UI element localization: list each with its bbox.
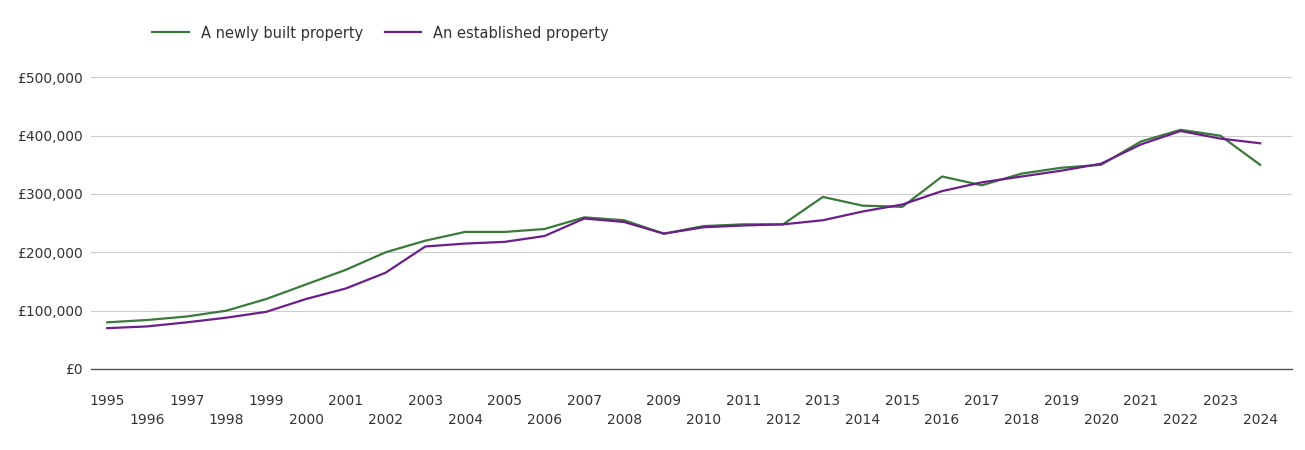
- A newly built property: [974, 183, 989, 188]
- Text: 2014: 2014: [846, 414, 880, 428]
- Text: 2011: 2011: [726, 394, 761, 408]
- Text: 2002: 2002: [368, 414, 403, 428]
- A newly built property: [775, 222, 791, 227]
- Text: 1998: 1998: [209, 414, 244, 428]
- A newly built property: [855, 203, 870, 208]
- A newly built property: [418, 238, 433, 243]
- An established property: [179, 320, 194, 325]
- A newly built property: [219, 308, 235, 313]
- Text: 2015: 2015: [885, 394, 920, 408]
- An established property: [775, 222, 791, 227]
- A newly built property: [1212, 133, 1228, 138]
- A newly built property: [1053, 165, 1069, 171]
- A newly built property: [656, 231, 672, 236]
- An established property: [418, 244, 433, 249]
- An established property: [656, 231, 672, 236]
- An established property: [338, 286, 354, 291]
- Text: 2001: 2001: [329, 394, 363, 408]
- Text: 2020: 2020: [1083, 414, 1118, 428]
- An established property: [99, 325, 115, 331]
- An established property: [299, 296, 315, 302]
- An established property: [258, 309, 274, 315]
- Text: 2021: 2021: [1124, 394, 1159, 408]
- A newly built property: [696, 223, 711, 229]
- A newly built property: [1173, 127, 1189, 133]
- An established property: [497, 239, 513, 244]
- A newly built property: [894, 204, 910, 210]
- An established property: [974, 180, 989, 185]
- An established property: [536, 233, 552, 238]
- An established property: [696, 225, 711, 230]
- An established property: [1053, 168, 1069, 173]
- Text: 2007: 2007: [566, 394, 602, 408]
- A newly built property: [1133, 139, 1148, 144]
- Text: 2019: 2019: [1044, 394, 1079, 408]
- A newly built property: [377, 250, 393, 255]
- An established property: [736, 223, 752, 228]
- Line: A newly built property: A newly built property: [107, 130, 1261, 322]
- Text: 2022: 2022: [1163, 414, 1198, 428]
- Text: 2010: 2010: [686, 414, 722, 428]
- Legend: A newly built property, An established property: A newly built property, An established p…: [146, 20, 615, 47]
- An established property: [219, 315, 235, 320]
- Text: 2004: 2004: [448, 414, 483, 428]
- An established property: [1173, 128, 1189, 134]
- Text: 2012: 2012: [766, 414, 801, 428]
- A newly built property: [816, 194, 831, 200]
- An established property: [855, 209, 870, 214]
- A newly built property: [179, 314, 194, 319]
- Text: 2018: 2018: [1004, 414, 1039, 428]
- A newly built property: [258, 296, 274, 302]
- A newly built property: [299, 282, 315, 287]
- Text: 1999: 1999: [248, 394, 284, 408]
- Line: An established property: An established property: [107, 131, 1261, 328]
- Text: 1997: 1997: [170, 394, 205, 408]
- Text: 2003: 2003: [407, 394, 442, 408]
- Text: 2013: 2013: [805, 394, 840, 408]
- Text: 1996: 1996: [129, 414, 164, 428]
- A newly built property: [457, 229, 472, 234]
- An established property: [377, 270, 393, 275]
- An established property: [457, 241, 472, 246]
- Text: 2017: 2017: [964, 394, 1000, 408]
- Text: 1995: 1995: [90, 394, 125, 408]
- An established property: [1133, 142, 1148, 147]
- Text: 2024: 2024: [1242, 414, 1278, 428]
- Text: 2006: 2006: [527, 414, 562, 428]
- An established property: [616, 219, 632, 225]
- A newly built property: [1094, 162, 1109, 167]
- An established property: [894, 202, 910, 207]
- A newly built property: [338, 267, 354, 273]
- A newly built property: [577, 215, 592, 220]
- Text: 2008: 2008: [607, 414, 642, 428]
- Text: 2009: 2009: [646, 394, 681, 408]
- An established property: [1212, 136, 1228, 141]
- An established property: [577, 216, 592, 221]
- An established property: [1014, 174, 1030, 179]
- A newly built property: [1253, 162, 1268, 167]
- A newly built property: [934, 174, 950, 179]
- A newly built property: [99, 320, 115, 325]
- An established property: [1094, 161, 1109, 166]
- A newly built property: [1014, 171, 1030, 176]
- An established property: [934, 189, 950, 194]
- Text: 2000: 2000: [288, 414, 324, 428]
- Text: 2023: 2023: [1203, 394, 1238, 408]
- A newly built property: [616, 217, 632, 223]
- An established property: [1253, 140, 1268, 146]
- Text: 2016: 2016: [924, 414, 959, 428]
- Text: 2005: 2005: [487, 394, 522, 408]
- A newly built property: [736, 222, 752, 227]
- A newly built property: [140, 317, 155, 323]
- An established property: [816, 217, 831, 223]
- A newly built property: [497, 229, 513, 234]
- An established property: [140, 324, 155, 329]
- A newly built property: [536, 226, 552, 232]
